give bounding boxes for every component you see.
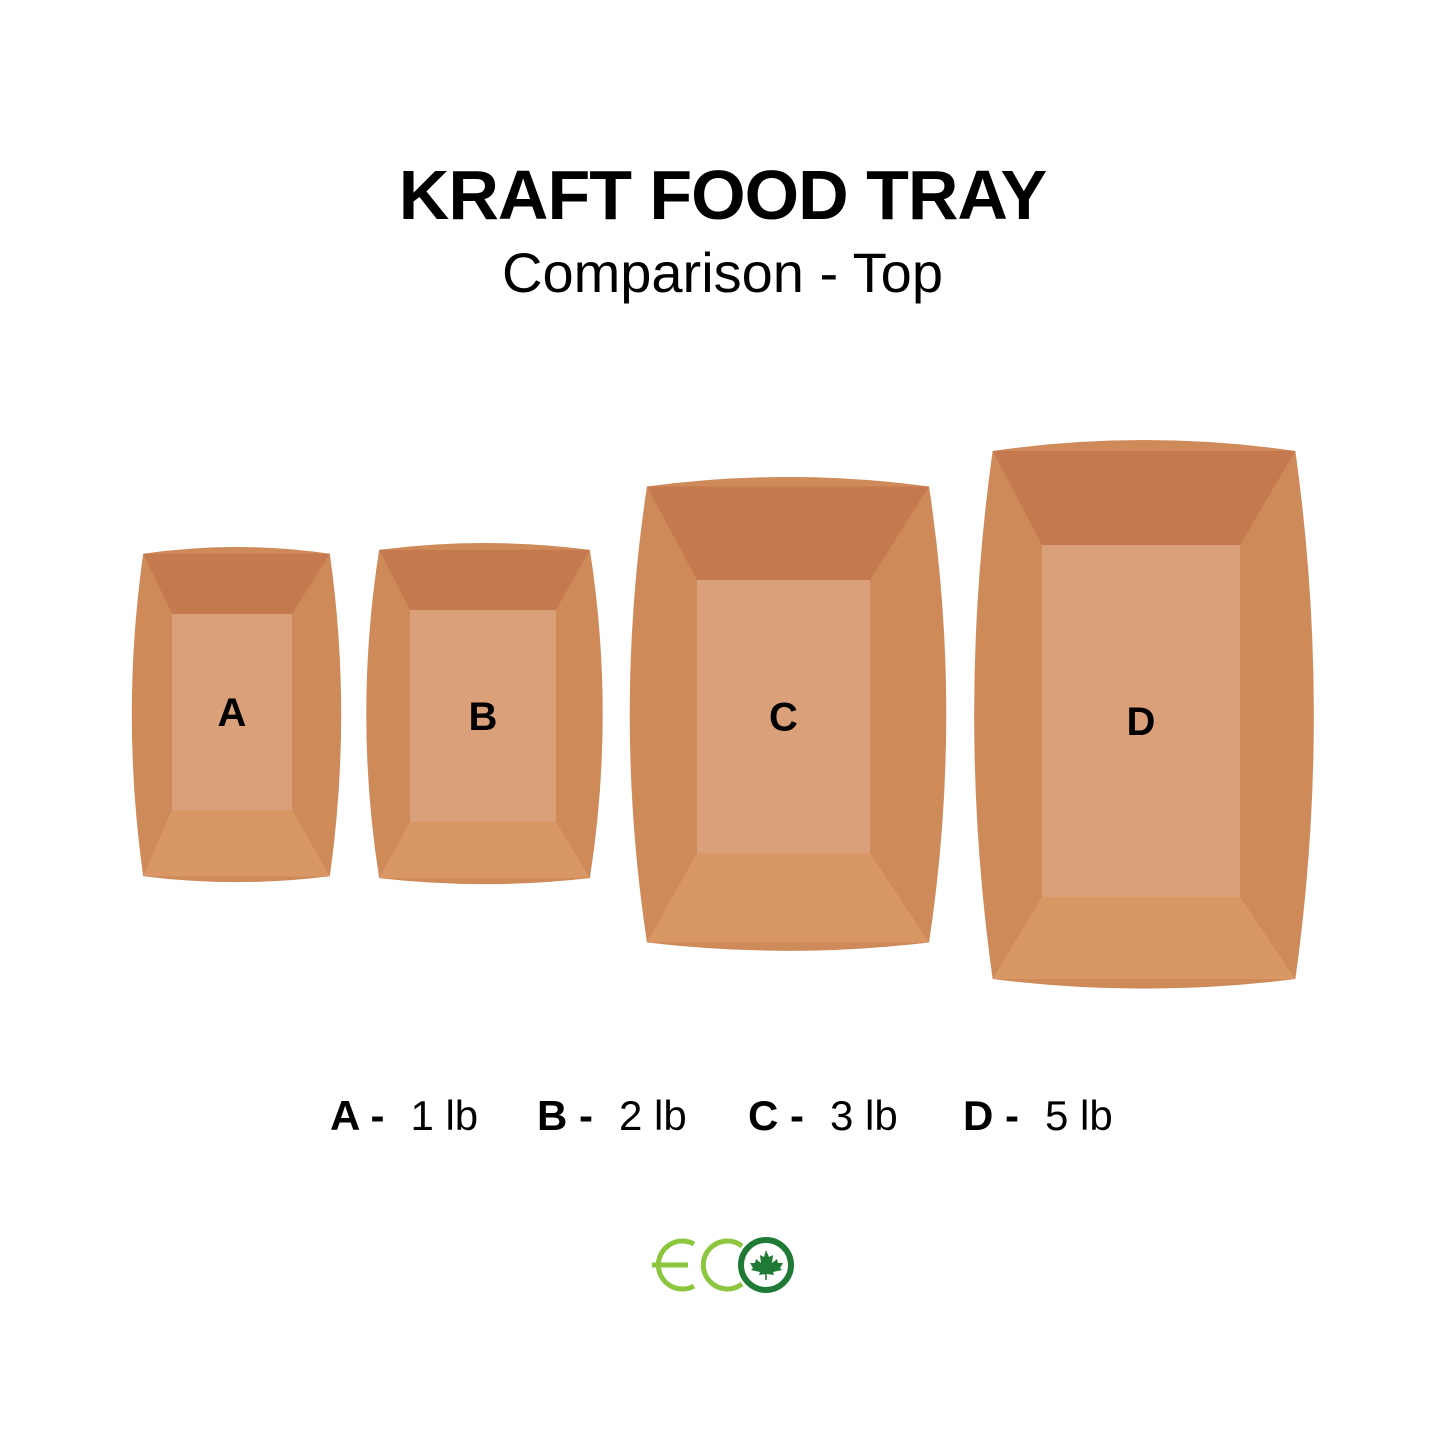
tray-floor bbox=[172, 614, 292, 810]
maple-leaf-icon bbox=[750, 1250, 783, 1280]
tray-back-wall bbox=[379, 549, 590, 610]
legend-item-d: D -5 lb bbox=[963, 1092, 1113, 1139]
page-subtitle: Comparison - Top bbox=[502, 241, 943, 304]
tray-label: C bbox=[769, 696, 798, 740]
legend-item-b: B -2 lb bbox=[537, 1092, 687, 1139]
tray-back-wall bbox=[992, 451, 1296, 545]
legend-item-a: A -1 lb bbox=[330, 1092, 479, 1139]
tray-c: C bbox=[629, 477, 947, 951]
tray-d: D bbox=[974, 440, 1314, 989]
page-title: KRAFT FOOD TRAY bbox=[398, 156, 1047, 234]
tray-front-wall bbox=[379, 822, 590, 879]
legend-item-c: C -3 lb bbox=[748, 1092, 898, 1139]
tray-label: D bbox=[1127, 700, 1156, 744]
tray-label: A bbox=[218, 691, 247, 735]
logo-circle bbox=[738, 1237, 794, 1293]
eco-logo bbox=[652, 1237, 794, 1293]
tray-floor bbox=[697, 580, 870, 853]
tray-front-wall bbox=[143, 810, 330, 877]
tray-front-wall bbox=[646, 853, 930, 943]
tray-b: B bbox=[366, 543, 603, 885]
tray-back-wall bbox=[143, 553, 330, 614]
tray-label: B bbox=[469, 695, 498, 739]
tray-floor bbox=[410, 610, 556, 822]
tray-front-wall bbox=[992, 897, 1296, 979]
tray-back-wall bbox=[646, 486, 930, 580]
tray-floor bbox=[1042, 545, 1240, 897]
tray-a: A bbox=[131, 547, 342, 883]
